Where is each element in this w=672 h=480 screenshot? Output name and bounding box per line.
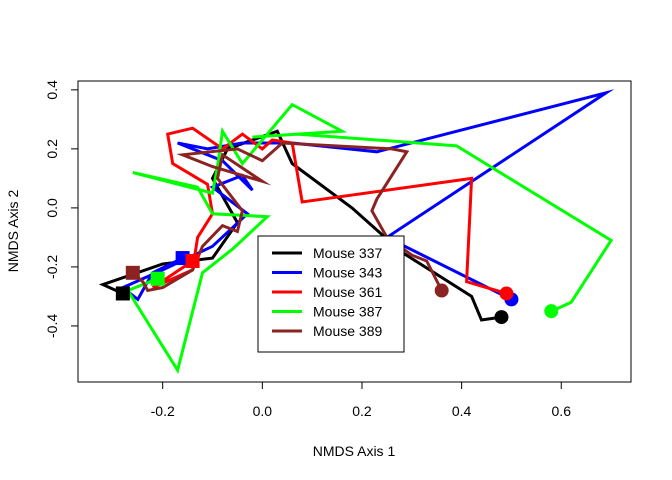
- x-tick-label: 0.0: [253, 403, 273, 419]
- series-layer: [98, 89, 615, 374]
- series-line-mouse-389: [131, 141, 444, 293]
- x-axis-label: NMDS Axis 1: [313, 443, 396, 459]
- y-tick-label: 0.2: [44, 139, 60, 159]
- end-marker-mouse-361: [499, 286, 514, 301]
- start-marker-mouse-389: [125, 265, 140, 280]
- x-tick-label: 0.2: [352, 403, 372, 419]
- y-tick-label: -0.2: [44, 255, 60, 279]
- x-tick-label: 0.6: [552, 403, 572, 419]
- start-marker-mouse-387: [150, 271, 165, 286]
- legend-box: [257, 235, 405, 353]
- end-marker-mouse-337: [494, 310, 509, 325]
- legend-label-mouse-361: Mouse 361: [313, 284, 382, 300]
- y-tick-label: -0.4: [44, 314, 60, 338]
- y-tick-label: 0.0: [44, 198, 60, 218]
- legend: Mouse 337 Mouse 343 Mouse 361 Mouse 387 Mous…: [257, 235, 405, 353]
- y-tick-label: 0.4: [44, 80, 60, 100]
- legend-label-mouse-343: Mouse 343: [313, 265, 382, 281]
- end-marker-mouse-387: [544, 304, 559, 319]
- y-axis: -0.4 -0.2 0.0 0.2 0.4: [44, 80, 79, 338]
- legend-label-mouse-387: Mouse 387: [313, 304, 382, 320]
- x-tick-label: -0.2: [151, 403, 175, 419]
- x-axis: -0.2 0.0 0.2 0.4 0.6: [151, 381, 572, 419]
- series-line-mouse-361: [151, 126, 507, 295]
- x-tick-label: 0.4: [452, 403, 472, 419]
- start-marker-mouse-361: [185, 254, 200, 269]
- legend-label-mouse-337: Mouse 337: [313, 245, 382, 261]
- y-axis-label: NMDS Axis 2: [5, 190, 21, 273]
- end-marker-mouse-389: [434, 283, 449, 298]
- start-marker-mouse-337: [115, 286, 130, 301]
- legend-label-mouse-389: Mouse 389: [313, 323, 382, 339]
